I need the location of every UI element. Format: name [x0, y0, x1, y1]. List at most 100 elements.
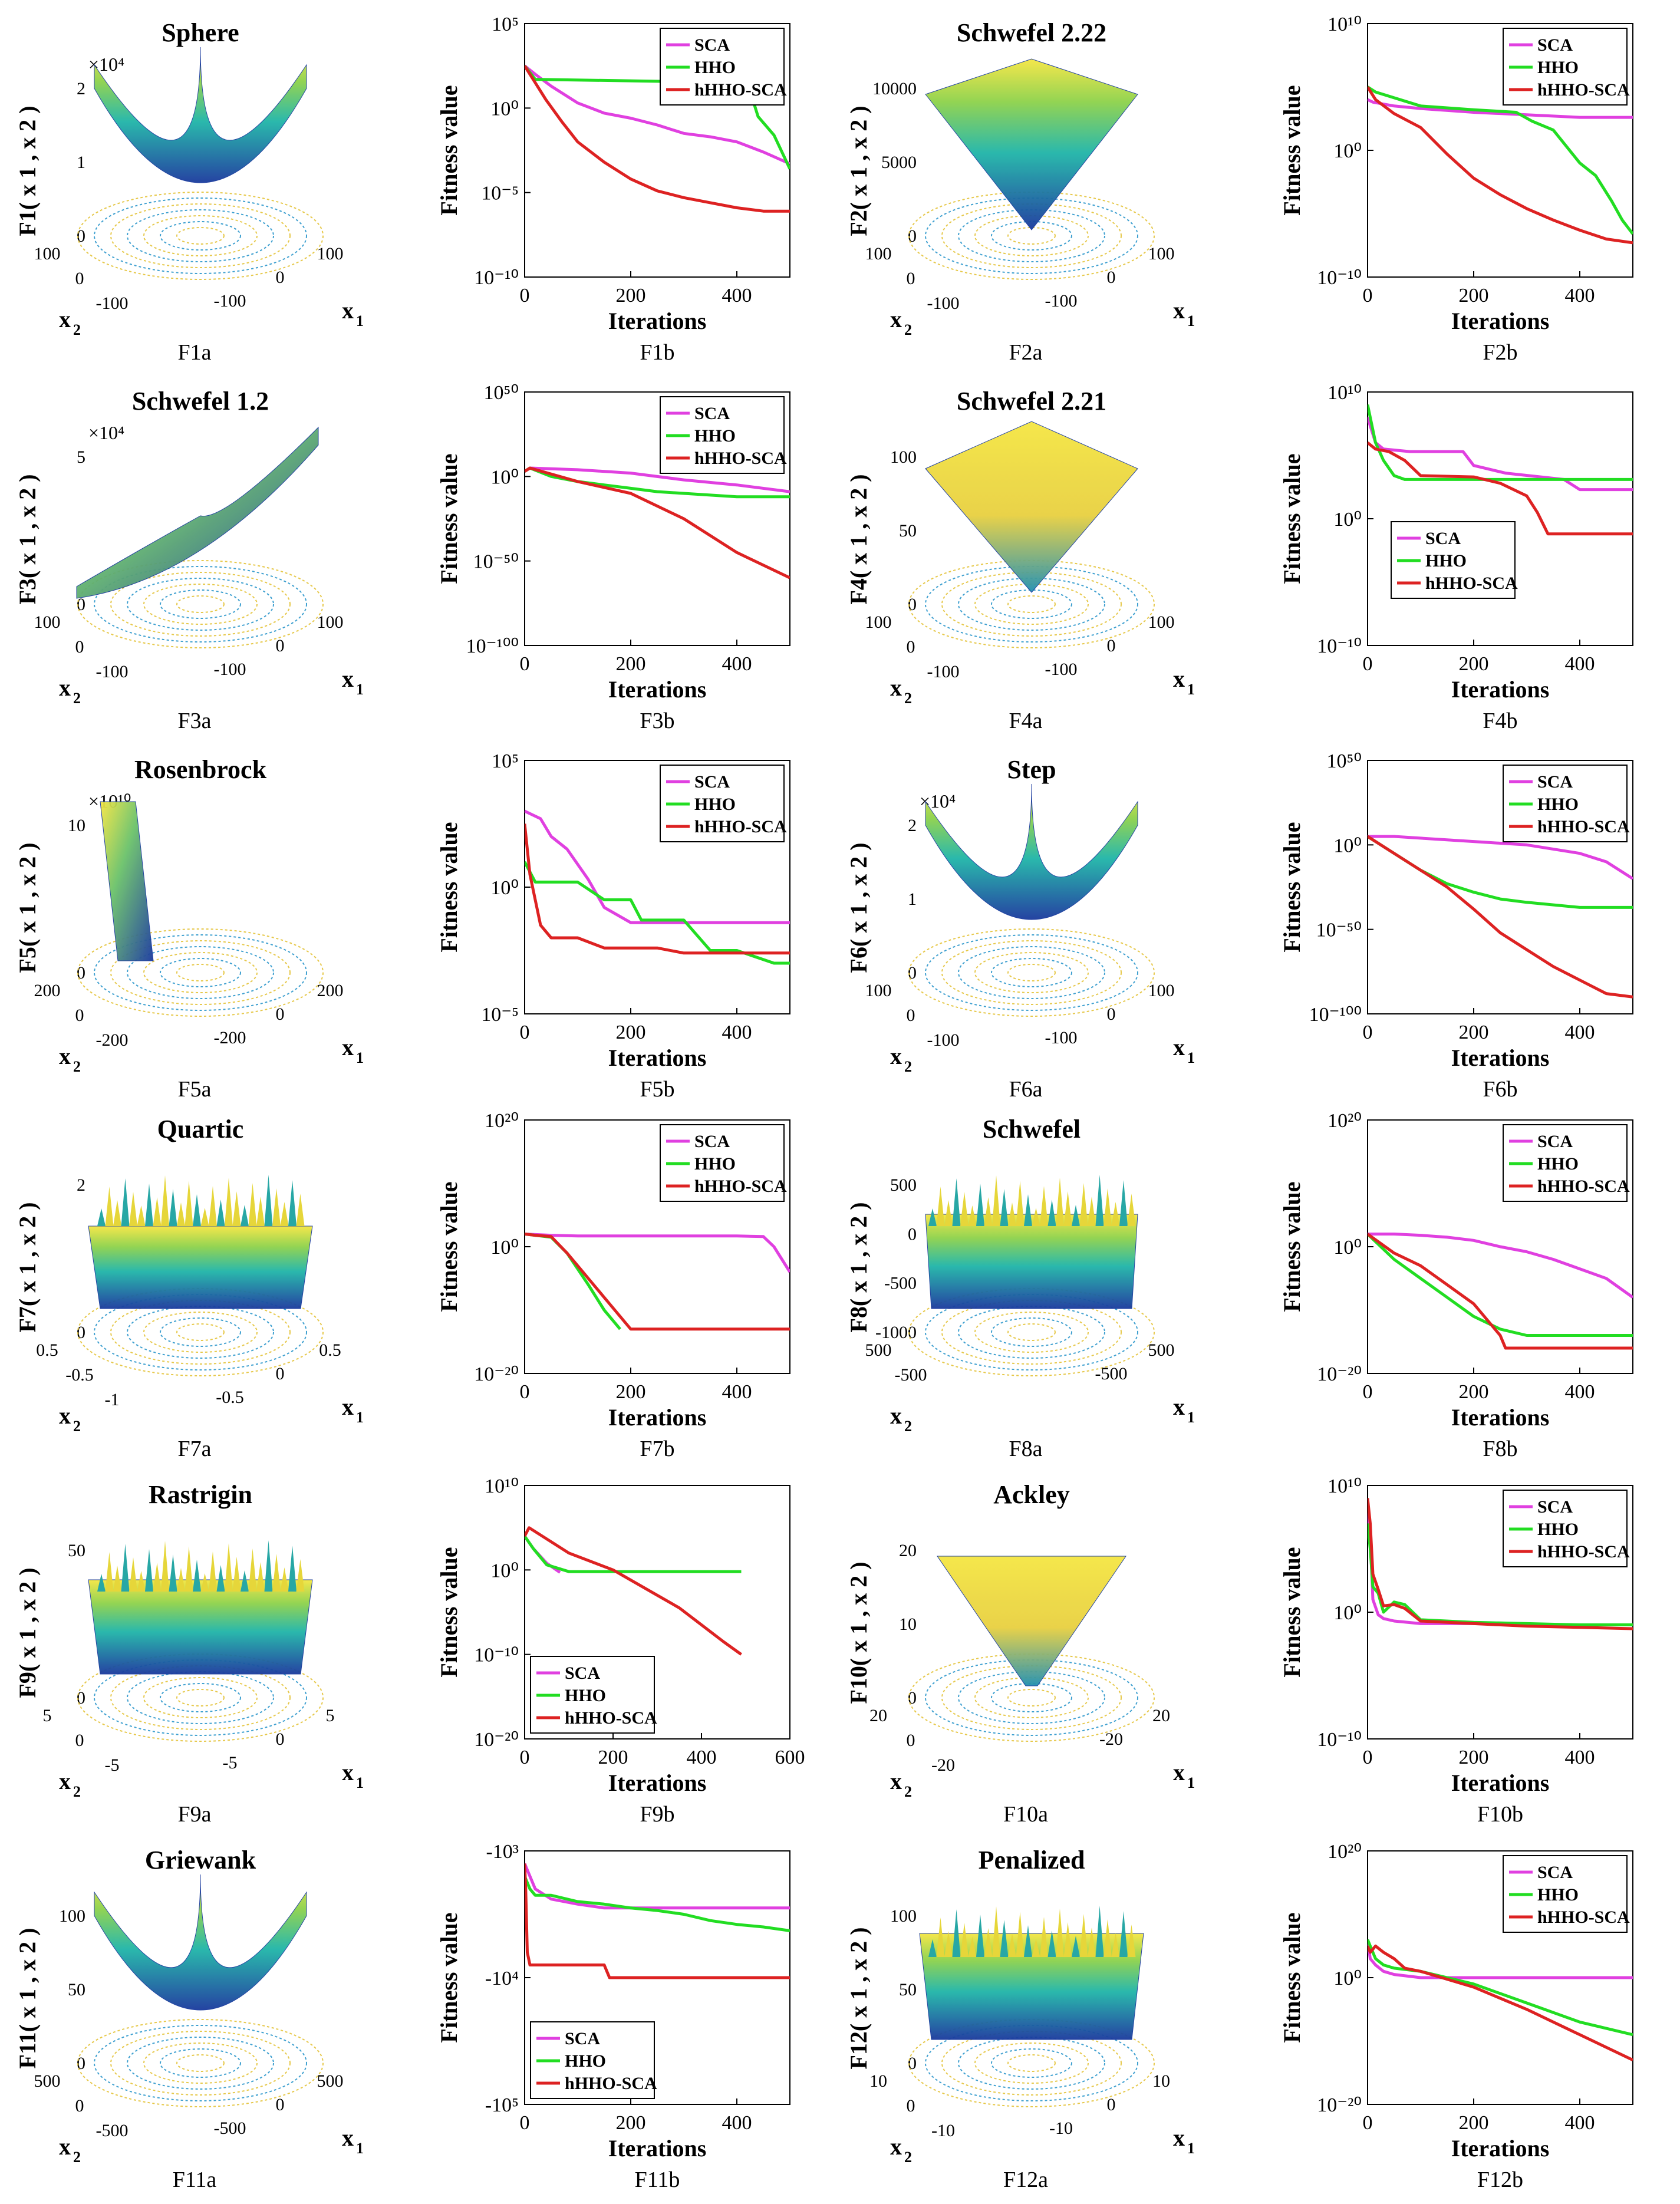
series-line-SCA [525, 1233, 790, 1273]
series-line-hHHO-SCA [525, 1526, 742, 1656]
y-tick-label: 10¹⁰ [1327, 382, 1362, 404]
surface-mesh [88, 1225, 313, 1309]
contour-ring [941, 1300, 1122, 1365]
y-axis-label: Fitness value [1279, 822, 1305, 952]
z-tick-label: 5 [77, 447, 85, 467]
z-axis-label: F4( x 1 , x 2 ) [845, 474, 872, 604]
contour-ring [176, 227, 225, 245]
y-tick-label: 10⁰ [490, 98, 519, 120]
legend-label-hHHO-SCA: hHHO-SCA [565, 1708, 657, 1728]
panel-caption: F9b [640, 1802, 674, 1827]
series-group [525, 466, 790, 579]
y-tick-label: 10²⁰ [485, 1110, 519, 1132]
x-axis-label: x [1173, 1759, 1185, 1785]
series-group [525, 1863, 790, 1979]
surface-spike [256, 1562, 265, 1592]
surface-spike [1063, 1191, 1072, 1226]
x-axis-label: Iterations [608, 308, 707, 334]
surface-mesh [925, 421, 1138, 593]
contour-ring [1007, 595, 1056, 613]
legend: SCA HHO hHHO-SCA [1503, 28, 1630, 106]
surface-spike [216, 1200, 225, 1226]
surface-spike [960, 1192, 969, 1226]
series-line-SCA [1368, 835, 1633, 880]
y-tick-label: 100 [865, 244, 892, 263]
surface-spike [1016, 1181, 1025, 1226]
surface-spike [185, 1546, 193, 1592]
y-axis-label: Fitness value [1279, 453, 1305, 584]
surface-spike [241, 1205, 249, 1226]
y-tick-label: 100 [34, 244, 61, 263]
convergence-chart-F11b: -10³ -10⁴ -10⁵0 200 400 Iterations Fitness val… [436, 1841, 790, 2192]
legend-label-hHHO-SCA: hHHO-SCA [694, 1177, 787, 1196]
surface-mesh [94, 1874, 307, 2011]
y-axis-label: Fitness value [436, 1181, 462, 1312]
surface-spike [992, 1906, 1000, 1957]
convergence-chart-F1b: 10⁵ 10⁰ 10⁻⁵ 10⁻¹⁰0 200 400 Iterations Fitness … [436, 14, 790, 365]
contour-ring [925, 566, 1138, 643]
x-tick-label: 0 [276, 1364, 285, 1383]
contour-ring [176, 1323, 225, 1341]
surface-spike [169, 1554, 177, 1592]
x-tick-label: 20 [1152, 1706, 1170, 1725]
x-tick-label: 0.5 [319, 1340, 341, 1360]
contour-ring [1007, 1689, 1056, 1706]
contour-ring [94, 934, 307, 1011]
y-tick-label: 0 [907, 269, 915, 288]
panel-caption: F6a [1009, 1077, 1043, 1102]
z-tick-label: 10 [68, 816, 85, 835]
legend-label-HHO: HHO [565, 2051, 606, 2071]
x-axis-label: x [342, 666, 354, 692]
legend: SCA HHO hHHO-SCA [660, 765, 787, 842]
x-axis-subscript: 1 [1187, 1409, 1195, 1426]
z-axis-label: F3( x 1 , x 2 ) [14, 474, 41, 604]
legend: SCA HHO hHHO-SCA [1503, 765, 1630, 842]
surface-spike [1095, 1906, 1104, 1957]
surface-spike [976, 1915, 984, 1957]
surface-spike [153, 1197, 162, 1226]
x-tick-label: 0 [1363, 285, 1373, 307]
surface-title: Step [1007, 755, 1056, 784]
z-tick-label: 2 [77, 1175, 85, 1195]
z-axis-label: F6( x 1 , x 2 ) [845, 842, 872, 973]
x-tick-label: 400 [1565, 1381, 1595, 1403]
z-tick-label: 2 [908, 816, 917, 835]
contour-ring [925, 2025, 1138, 2101]
y-tick-label: -0.5 [65, 1365, 94, 1385]
x-tick-label: 0 [276, 268, 285, 287]
x-axis-label: Iterations [1451, 308, 1550, 334]
x-axis-label: x [342, 1393, 354, 1420]
z-exponent: ×10⁴ [920, 790, 956, 812]
contour-ring [127, 946, 274, 999]
surface-spike [1119, 1180, 1128, 1226]
legend-label-HHO: HHO [1537, 1154, 1579, 1174]
surface-spike [248, 1549, 257, 1592]
contour-ring [958, 946, 1105, 999]
series-group [1368, 1498, 1633, 1630]
series-line-hHHO-SCA [525, 466, 790, 579]
plot-frame [1367, 391, 1633, 646]
surface-spike [960, 1923, 969, 1957]
y-axis-label: x [59, 306, 71, 332]
surface-spike [1056, 1178, 1064, 1226]
x-tick-label: 200 [616, 2112, 646, 2134]
surface-spike [193, 1560, 201, 1592]
surface-spike [248, 1183, 257, 1226]
contour-floor [77, 928, 324, 1017]
contour-ring [941, 2031, 1122, 2096]
x-tick-label: -200 [214, 1028, 246, 1047]
x-tick-label: 5 [326, 1706, 335, 1725]
x-axis-label: Iterations [1451, 2135, 1550, 2162]
y-tick-label: -10 [931, 2121, 955, 2140]
panel-caption: F3b [640, 709, 674, 733]
y-tick-label: 10⁻¹⁰ [1317, 635, 1362, 657]
surface-spike [97, 1574, 106, 1592]
surface-spike [1111, 1202, 1120, 1226]
contour-floor [77, 192, 324, 280]
surface-title: Schwefel [983, 1115, 1081, 1144]
series-line-HHO [525, 1876, 790, 1932]
series-group [1368, 835, 1633, 999]
